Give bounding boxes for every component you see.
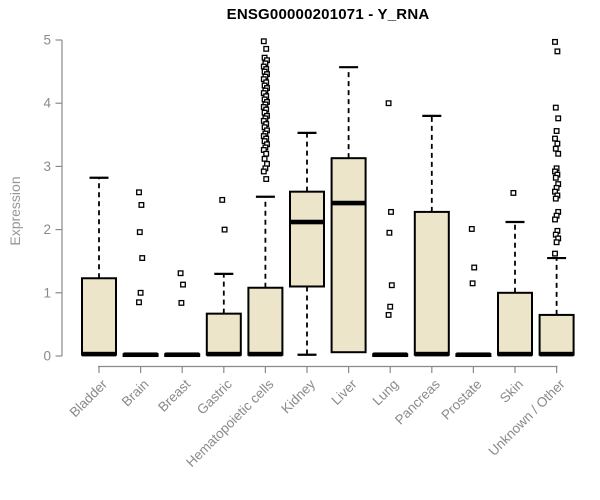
x-axis-label: Prostate <box>438 377 484 423</box>
outlier-point <box>385 311 392 318</box>
median-line <box>123 352 158 358</box>
y-tick-label: 1 <box>43 285 51 300</box>
outlier-point <box>136 189 142 196</box>
outlier-point <box>552 195 559 202</box>
outlier-point <box>469 280 476 287</box>
outlier-point <box>260 168 267 175</box>
outlier-point <box>553 128 560 134</box>
x-axis-label: Bladder <box>67 376 111 420</box>
outlier-point <box>468 226 475 232</box>
median-line <box>373 352 408 358</box>
median-line <box>290 219 324 225</box>
x-axis-label: Liver <box>328 376 360 408</box>
outlier-point <box>386 229 393 236</box>
outlier-point <box>137 289 144 296</box>
outlier-point <box>263 45 270 52</box>
outlier-point <box>180 281 186 288</box>
x-axis-label: Kidney <box>278 376 318 416</box>
outlier-point <box>139 255 146 261</box>
outlier-point <box>552 216 558 223</box>
median-line <box>539 351 574 357</box>
outlier-point <box>221 226 228 233</box>
outlier-point <box>555 150 562 157</box>
x-axis-label: Gastric <box>194 376 235 417</box>
outlier-point <box>138 202 145 208</box>
outlier-point <box>552 250 558 257</box>
x-axis-label: Pancreas <box>392 376 443 427</box>
median-line <box>331 200 366 206</box>
median-line <box>498 351 532 357</box>
outlier-point <box>552 135 558 142</box>
median-line <box>248 351 283 357</box>
outlier-point <box>178 299 185 306</box>
box <box>205 312 242 356</box>
outlier-point <box>554 48 561 55</box>
box <box>413 210 450 356</box>
outlier-point <box>136 229 143 236</box>
box <box>247 286 284 356</box>
outlier-point <box>553 239 560 246</box>
outlier-point <box>388 208 394 215</box>
outlier-point <box>552 145 559 152</box>
x-axis-label: Skin <box>497 377 526 406</box>
outlier-point <box>552 104 559 111</box>
outlier-point <box>263 176 270 182</box>
x-axis-label: Unknown / Other <box>485 376 568 459</box>
median-line <box>82 351 116 357</box>
outlier-point <box>471 264 478 271</box>
y-tick-label: 0 <box>43 349 51 364</box>
chart-title: ENSG00000201071 - Y_RNA <box>226 6 430 23</box>
outlier-point <box>552 38 558 45</box>
box <box>289 190 325 288</box>
x-axis-label: Brain <box>119 377 152 410</box>
y-tick-label: 2 <box>43 222 51 237</box>
outlier-point <box>388 282 395 289</box>
outlier-point <box>136 299 142 306</box>
y-tick-label: 3 <box>43 159 51 174</box>
outlier-point <box>219 196 226 203</box>
outlier-point <box>387 303 394 310</box>
outlier-point <box>177 270 184 277</box>
box <box>497 291 533 356</box>
outlier-point <box>552 174 559 181</box>
outlier-point <box>510 189 517 196</box>
outlier-point <box>263 150 270 157</box>
outlier-point <box>261 155 268 162</box>
outlier-point <box>554 140 561 147</box>
outlier-point <box>385 100 392 107</box>
box <box>538 313 575 356</box>
box <box>81 277 117 356</box>
y-tick-label: 4 <box>43 96 51 111</box>
median-line <box>206 351 241 357</box>
median-line <box>456 352 491 358</box>
outlier-point <box>260 38 267 45</box>
median-line <box>165 352 200 358</box>
outlier-point <box>555 115 562 122</box>
x-axis-label: Breast <box>155 376 193 414</box>
box <box>330 157 367 354</box>
median-line <box>414 351 449 357</box>
y-tick-label: 5 <box>43 33 51 48</box>
x-axis-label: Lung <box>369 377 401 409</box>
